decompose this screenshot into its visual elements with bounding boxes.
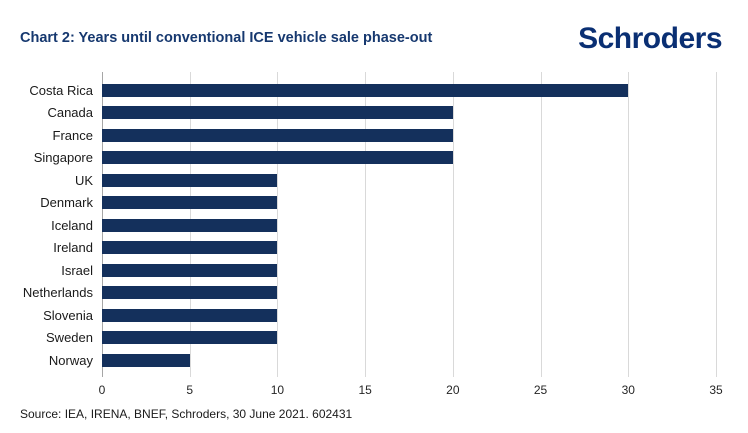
chart-title: Chart 2: Years until conventional ICE ve…	[20, 30, 433, 46]
bar-track	[102, 83, 716, 97]
category-label: Iceland	[51, 217, 93, 233]
category-label: Costa Rica	[29, 82, 93, 98]
bar	[102, 173, 278, 187]
chart-row: France	[20, 124, 716, 147]
category-label: Singapore	[33, 150, 93, 166]
x-tick-label: 20	[446, 382, 460, 397]
bar-track	[102, 331, 716, 345]
category-label: Netherlands	[22, 285, 93, 301]
x-tick-label: 30	[621, 382, 635, 397]
gridline-20	[452, 72, 454, 377]
bar	[102, 286, 278, 300]
bar	[102, 241, 278, 255]
chart-row: Norway	[20, 349, 716, 372]
gridline-15	[365, 72, 367, 377]
bar	[102, 263, 278, 277]
bar	[102, 308, 278, 322]
x-tick-label: 5	[186, 382, 194, 397]
chart-row: Slovenia	[20, 304, 716, 327]
chart-row: Ireland	[20, 237, 716, 260]
chart-row: Canada	[20, 102, 716, 125]
source-note: Source: IEA, IRENA, BNEF, Schroders, 30 …	[20, 407, 353, 421]
plot-area: Costa Rica Canada France Singapore UK Denmark…	[20, 72, 724, 377]
bar	[102, 128, 453, 142]
bar-track	[102, 173, 716, 187]
category-label: Norway	[48, 352, 93, 368]
gridline-25	[540, 72, 542, 377]
category-label: France	[52, 127, 93, 143]
bar-track	[102, 308, 716, 322]
bar-track	[102, 196, 716, 210]
x-tick-label: 0	[98, 382, 106, 397]
category-label: Ireland	[53, 240, 93, 256]
x-axis: 0 5 10 15 20 25 30 35	[98, 381, 723, 401]
category-label: UK	[74, 172, 93, 188]
category-label: Israel	[61, 262, 93, 278]
schroders-logo: Schroders	[578, 22, 722, 55]
chart-row: Costa Rica	[20, 79, 716, 102]
bar-track	[102, 106, 716, 120]
chart-row: Israel	[20, 259, 716, 282]
chart-row: Iceland	[20, 214, 716, 237]
bar	[102, 196, 278, 210]
chart-row: Singapore	[20, 147, 716, 170]
x-tick-label: 10	[270, 382, 285, 397]
category-label: Slovenia	[43, 307, 93, 323]
category-label: Canada	[47, 105, 93, 121]
bar-track	[102, 151, 716, 165]
bar	[102, 83, 629, 97]
category-label: Sweden	[46, 330, 93, 346]
chart-page: Chart 2: Years until conventional ICE ve…	[20, 24, 724, 401]
bar-track	[102, 218, 716, 232]
bar-track	[102, 263, 716, 277]
bar	[102, 331, 278, 345]
category-label: Denmark	[40, 195, 93, 211]
bar	[102, 106, 453, 120]
x-tick-label: 15	[358, 382, 372, 397]
chart-row: Sweden	[20, 327, 716, 350]
bar-track	[102, 286, 716, 300]
header: Chart 2: Years until conventional ICE ve…	[20, 24, 724, 54]
bar-track	[102, 128, 716, 142]
bar-chart: Costa Rica Canada France Singapore UK Denmark…	[20, 72, 724, 401]
gridline-10	[277, 72, 279, 377]
chart-row: UK	[20, 169, 716, 192]
bar-track	[102, 241, 716, 255]
chart-row: Netherlands	[20, 282, 716, 305]
gridline-35	[716, 72, 717, 377]
bar	[102, 151, 453, 165]
bar-track	[102, 353, 716, 367]
chart-row: Denmark	[20, 192, 716, 215]
bar	[102, 353, 190, 367]
bar	[102, 218, 278, 232]
x-tick-label: 25	[533, 382, 548, 397]
bar-rows: Costa Rica Canada France Singapore UK Denmark…	[20, 72, 724, 377]
gridline-30	[628, 72, 630, 377]
x-tick-label: 35	[709, 382, 723, 397]
